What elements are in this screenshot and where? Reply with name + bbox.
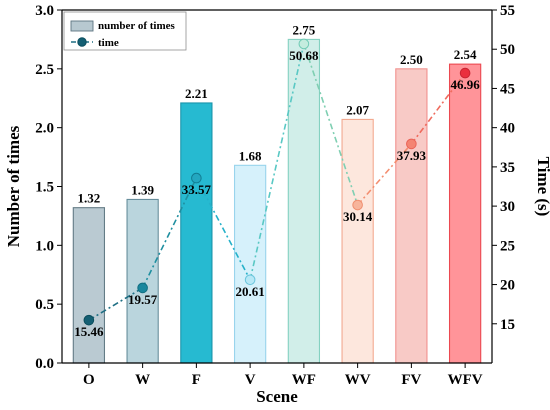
time-line-segment-4 — [249, 43, 305, 280]
right-tick-label-3: 30 — [500, 199, 515, 215]
left-tick-label-5: 2.5 — [35, 62, 54, 78]
time-value-label-o: 15.46 — [74, 324, 104, 339]
time-line-segment-5 — [303, 43, 359, 206]
bar-v — [233, 164, 267, 364]
left-tick-label-4: 2.0 — [35, 121, 54, 137]
time-value-label-w: 19.57 — [128, 292, 158, 307]
left-tick-label-6: 3.0 — [35, 3, 54, 19]
bar-f — [180, 102, 213, 364]
right-tick-label-7: 50 — [500, 42, 515, 58]
bar-value-label-fv: 2.50 — [400, 52, 423, 67]
x-tick-label-wf: WF — [292, 372, 316, 388]
time-point-fv — [406, 138, 417, 150]
x-axis-title: Scene — [256, 387, 298, 406]
x-tick-label-v: V — [245, 372, 256, 388]
time-line-segment-7 — [410, 72, 466, 145]
x-tick-label-fv: FV — [401, 372, 421, 388]
left-tick-label-2: 1.0 — [35, 238, 54, 254]
time-point-v — [244, 274, 256, 286]
right-tick-label-8: 55 — [500, 3, 515, 19]
time-value-label-v: 20.61 — [236, 284, 265, 299]
time-line-segment-3 — [195, 177, 251, 281]
bar-value-label-wv: 2.07 — [346, 102, 369, 117]
left-tick-label-3: 1.5 — [35, 180, 54, 196]
bar-value-label-w: 1.39 — [131, 182, 154, 197]
legend-label-number-of-times: number of times — [98, 20, 176, 32]
time-point-wv — [352, 199, 363, 211]
bar-value-label-wfv: 2.54 — [454, 47, 477, 62]
bar-value-label-f: 2.21 — [185, 86, 208, 101]
time-value-label-wv: 30.14 — [343, 209, 373, 224]
time-point-wfv — [459, 67, 471, 79]
time-point-wf — [298, 38, 310, 50]
legend-bar-swatch — [70, 20, 94, 32]
x-tick-label-wfv: WFV — [448, 372, 483, 388]
right-tick-label-1: 20 — [500, 278, 515, 294]
right-tick-label-0: 15 — [500, 317, 515, 333]
time-value-label-fv: 37.93 — [397, 148, 427, 163]
left-axis-title: Number of times — [4, 125, 23, 247]
time-value-label-f: 33.57 — [182, 182, 212, 197]
bar-wv — [341, 118, 374, 364]
time-point-w — [137, 282, 148, 294]
right-axis-title: Time (s) — [534, 157, 550, 217]
time-line-segment-2 — [141, 177, 198, 289]
bar-wf — [287, 38, 321, 364]
left-tick-label-0: 0.0 — [35, 356, 54, 372]
bar-wfv — [448, 63, 482, 364]
right-tick-label-2: 25 — [500, 238, 515, 254]
right-tick-label-4: 35 — [500, 160, 515, 176]
time-value-label-wfv: 46.96 — [451, 77, 481, 92]
bar-fv — [395, 68, 428, 364]
bar-value-label-o: 1.32 — [78, 191, 101, 206]
bar-w — [126, 198, 159, 364]
time-value-label-wf: 50.68 — [289, 48, 319, 63]
x-tick-label-wv: WV — [345, 372, 371, 388]
legend-label-time: time — [98, 37, 119, 49]
x-tick-label-w: W — [135, 372, 150, 388]
time-point-f — [191, 172, 202, 184]
bar-value-label-v: 1.68 — [239, 148, 262, 163]
legend-time-marker — [77, 37, 87, 47]
right-tick-label-5: 40 — [500, 121, 515, 137]
bar-value-label-wf: 2.75 — [293, 22, 316, 37]
time-point-o — [83, 314, 95, 326]
left-tick-label-1: 0.5 — [35, 297, 54, 313]
x-tick-label-o: O — [83, 372, 95, 388]
right-tick-label-6: 45 — [500, 81, 515, 97]
time-line-segment-1 — [88, 287, 144, 321]
x-tick-label-f: F — [192, 372, 201, 388]
bar-o — [72, 207, 106, 364]
